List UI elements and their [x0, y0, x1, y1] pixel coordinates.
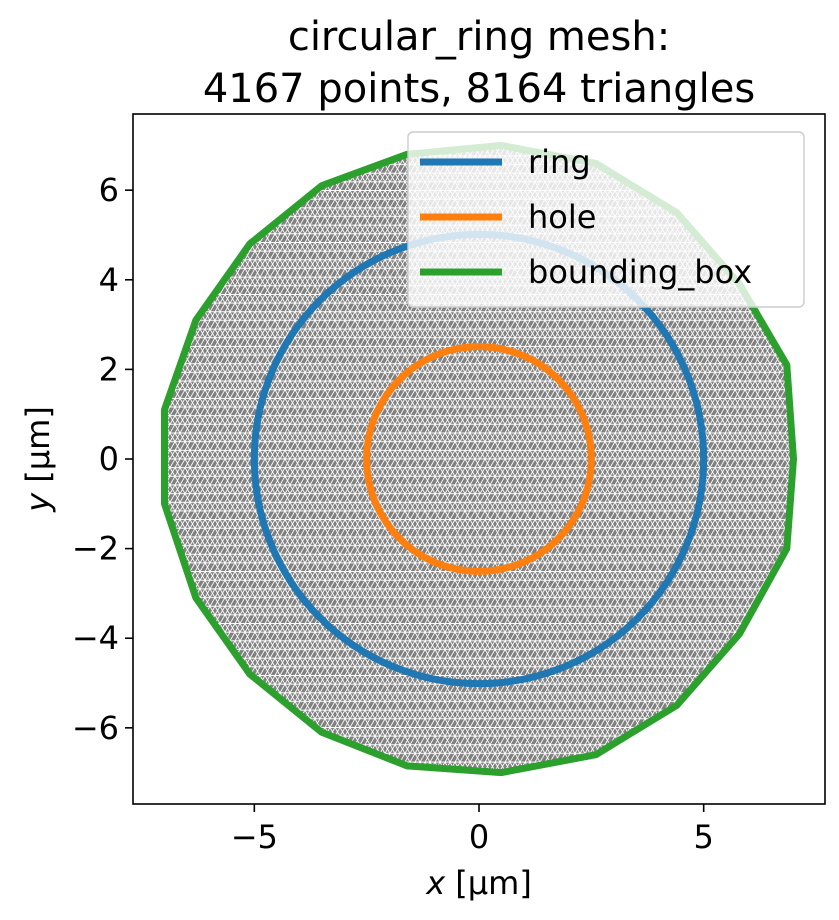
legend-label-hole: hole [528, 198, 596, 236]
y-tick-label: 6 [99, 171, 119, 209]
legend-label-ring: ring [528, 143, 591, 181]
y-tick-label: 4 [99, 261, 119, 299]
y-tick-label: 2 [99, 350, 119, 388]
x-axis-label-var: x [425, 864, 446, 902]
y-tick-label: −2 [72, 530, 119, 568]
x-axis-label: x [µm] [425, 864, 532, 902]
x-tick-label: 0 [469, 818, 489, 856]
y-axis-label-var: y [19, 492, 57, 513]
x-axis-label-unit: [µm] [445, 864, 532, 902]
x-axis-ticks: −5 0 5 [231, 804, 714, 856]
y-axis-ticks: −6 −4 −2 0 2 4 6 [72, 171, 133, 747]
legend-label-bounding-box: bounding_box [528, 253, 752, 291]
y-tick-label: 0 [99, 440, 119, 478]
y-tick-label: −6 [72, 709, 119, 747]
legend: ring hole bounding_box [407, 131, 805, 308]
legend-box [407, 131, 805, 308]
chart-title-line1: circular_ring mesh: [288, 14, 670, 60]
y-tick-label: −4 [72, 619, 119, 657]
x-tick-label: −5 [231, 818, 278, 856]
series-hole-line [363, 343, 595, 575]
y-axis-label-unit: [µm] [19, 406, 57, 493]
y-axis-label: y [µm] [19, 406, 57, 513]
chart-title-line2: 4167 points, 8164 triangles [203, 66, 755, 112]
x-tick-label: 5 [693, 818, 713, 856]
